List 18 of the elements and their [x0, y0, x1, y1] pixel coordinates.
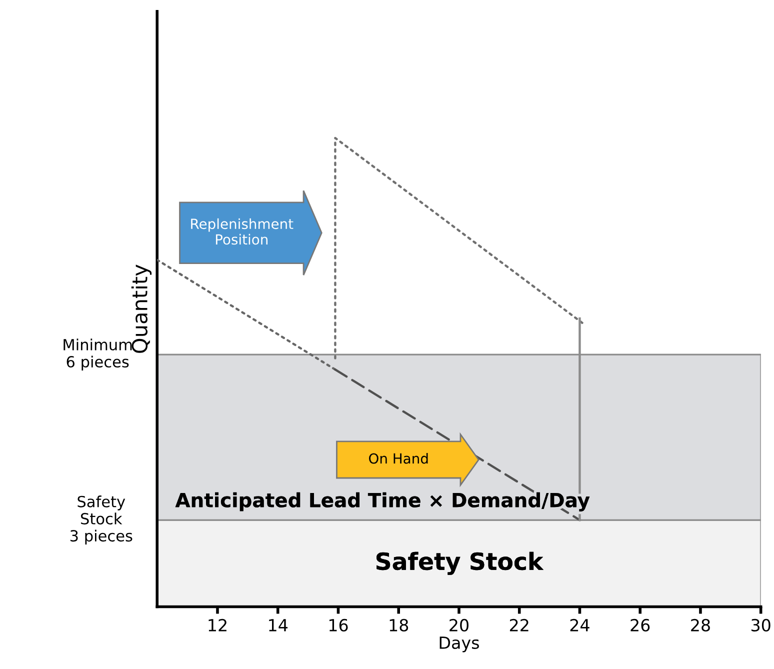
- x-tick-label: 20: [450, 618, 468, 632]
- x-tick-label: 24: [570, 618, 590, 632]
- x-tick-label: 22: [510, 618, 528, 632]
- ref-line-label: Minimum 6 pieces: [64, 338, 132, 370]
- x-axis-title: Days: [440, 636, 479, 652]
- x-tick-label: 18: [390, 618, 408, 632]
- x-tick-label: 14: [269, 619, 288, 632]
- x-tick-label: 28: [691, 618, 710, 632]
- x-tick-label: 26: [630, 618, 650, 632]
- ref-line-label: Safety Stock 3 pieces: [70, 496, 132, 545]
- annotation: On Hand: [369, 452, 428, 464]
- x-tick-label: 12: [208, 618, 226, 632]
- band-label: Safety Stock: [376, 552, 544, 575]
- x-tick-label: 30: [752, 618, 770, 632]
- x-tick-label: 16: [329, 618, 348, 632]
- band-label: Anticipated Lead Time × Demand/Day: [175, 492, 590, 512]
- annotation: Replenishment Position: [191, 218, 294, 245]
- y-axis-title: Quantity: [131, 264, 152, 353]
